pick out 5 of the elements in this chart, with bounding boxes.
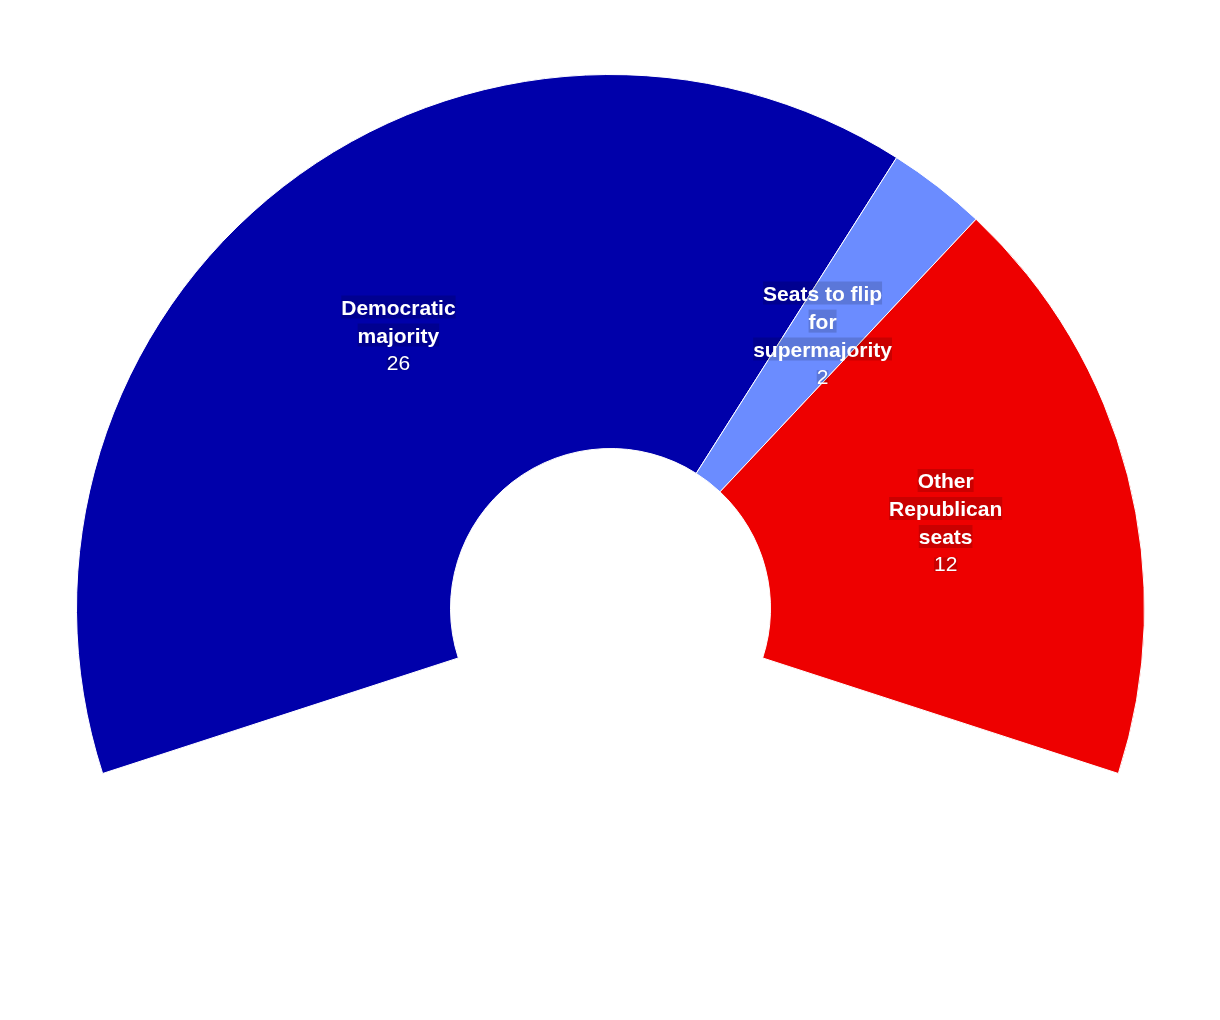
data-label: 26 <box>386 351 411 375</box>
slice-label: Democratic majority <box>341 295 456 347</box>
slice-label: Other Republican seats <box>889 468 1003 548</box>
data-label: 12 <box>933 552 958 576</box>
data-label: 2 <box>816 365 829 389</box>
